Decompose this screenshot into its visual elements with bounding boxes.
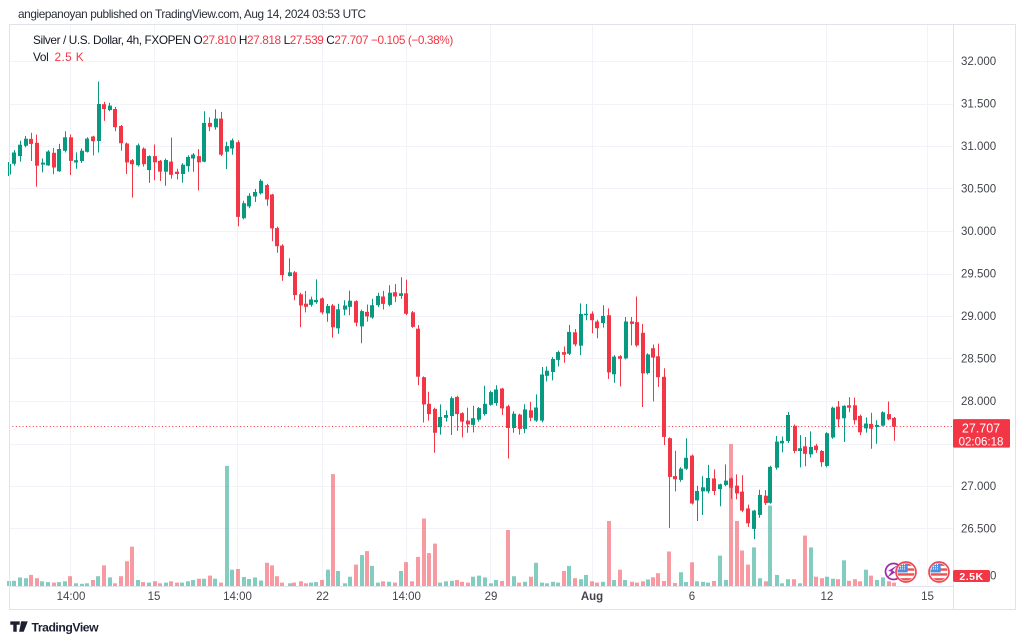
svg-text:29: 29: [485, 591, 498, 603]
svg-text:29.500: 29.500: [961, 269, 996, 281]
svg-text:31.500: 31.500: [961, 99, 996, 111]
svg-text:29.000: 29.000: [961, 311, 996, 323]
svg-text:27.707: 27.707: [962, 422, 1000, 436]
svg-text:12: 12: [821, 591, 834, 603]
svg-text:32.000: 32.000: [961, 56, 996, 68]
svg-text:Silver / U.S. Dollar, 4h, FXOP: Silver / U.S. Dollar, 4h, FXOPEN O27.810…: [33, 33, 453, 47]
svg-text:Vol 2.5 K: Vol 2.5 K: [33, 50, 84, 64]
svg-text:15: 15: [148, 591, 161, 603]
svg-text:Aug: Aug: [581, 591, 603, 603]
svg-text:28.500: 28.500: [961, 354, 996, 366]
svg-text:02:06:18: 02:06:18: [959, 436, 1004, 448]
svg-text:14:00: 14:00: [223, 591, 252, 603]
svg-text:27.000: 27.000: [961, 481, 996, 493]
svg-text:15: 15: [921, 591, 934, 603]
svg-text:14:00: 14:00: [57, 591, 86, 603]
svg-text:TradingView: TradingView: [32, 621, 100, 635]
svg-text:31.000: 31.000: [961, 141, 996, 153]
svg-text:0: 0: [990, 571, 996, 583]
svg-text:30.500: 30.500: [961, 184, 996, 196]
svg-text:28.000: 28.000: [961, 396, 996, 408]
svg-text:angiepanoyan published on Trad: angiepanoyan published on TradingView.co…: [18, 7, 366, 21]
svg-text:6: 6: [689, 591, 695, 603]
svg-text:22: 22: [316, 591, 329, 603]
svg-text:30.000: 30.000: [961, 226, 996, 238]
svg-text:14:00: 14:00: [392, 591, 421, 603]
svg-text:2.5K: 2.5K: [959, 571, 983, 583]
svg-text:26.500: 26.500: [961, 524, 996, 536]
